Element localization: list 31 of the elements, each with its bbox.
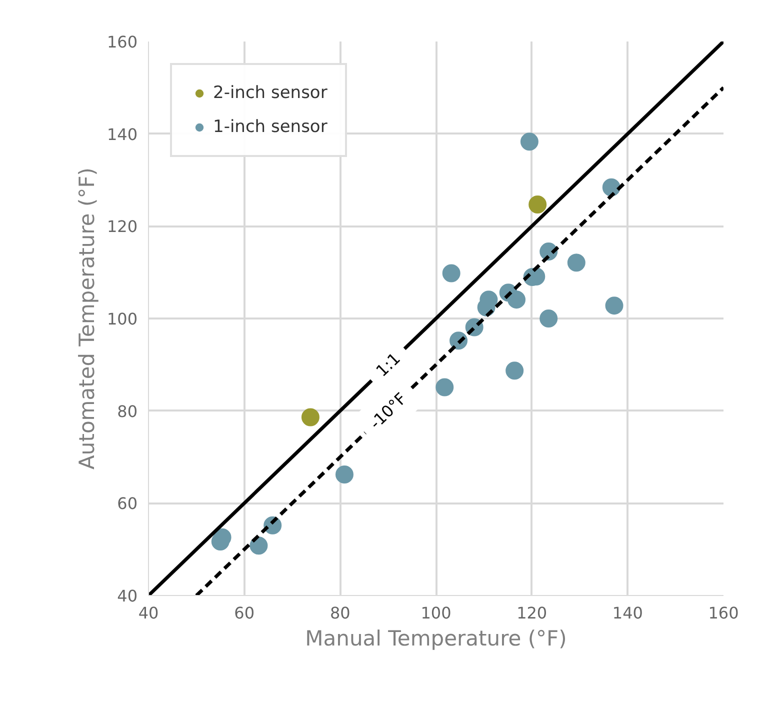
point [436, 378, 454, 396]
annotation: 1:1 [372, 348, 404, 380]
x-tick-label: 60 [234, 604, 255, 622]
point [567, 254, 586, 272]
y-axis-title: Automated Temperature (°F) [74, 168, 99, 470]
point [250, 536, 268, 555]
y-tick-label: 80 [117, 402, 138, 421]
x-tick-label: 140 [612, 604, 643, 622]
y-tick-label: 120 [106, 217, 138, 236]
point [335, 466, 354, 484]
x-tick-label: 100 [420, 604, 452, 622]
x-tick-label: 120 [516, 604, 548, 622]
point [506, 362, 524, 380]
y-tick-label: 160 [106, 32, 138, 52]
point [520, 132, 538, 151]
point [508, 290, 526, 309]
x-axis-title: Manual Temperature (°F) [305, 626, 567, 650]
y-tick-label: 60 [117, 494, 138, 514]
x-tick-label: 40 [138, 604, 159, 622]
point [301, 408, 320, 426]
x-tick-label: 80 [330, 604, 350, 622]
point [605, 296, 624, 315]
point [442, 264, 460, 282]
legend-label: 1-inch sensor [213, 117, 328, 137]
legend-label: 2-inch sensor [213, 83, 328, 103]
y-tick-label: 40 [117, 586, 138, 606]
point [528, 195, 547, 214]
x-tick-label: 160 [708, 604, 739, 622]
point [540, 310, 558, 328]
y-tick-label: 100 [106, 310, 138, 328]
y-tick-label: 140 [106, 124, 138, 144]
